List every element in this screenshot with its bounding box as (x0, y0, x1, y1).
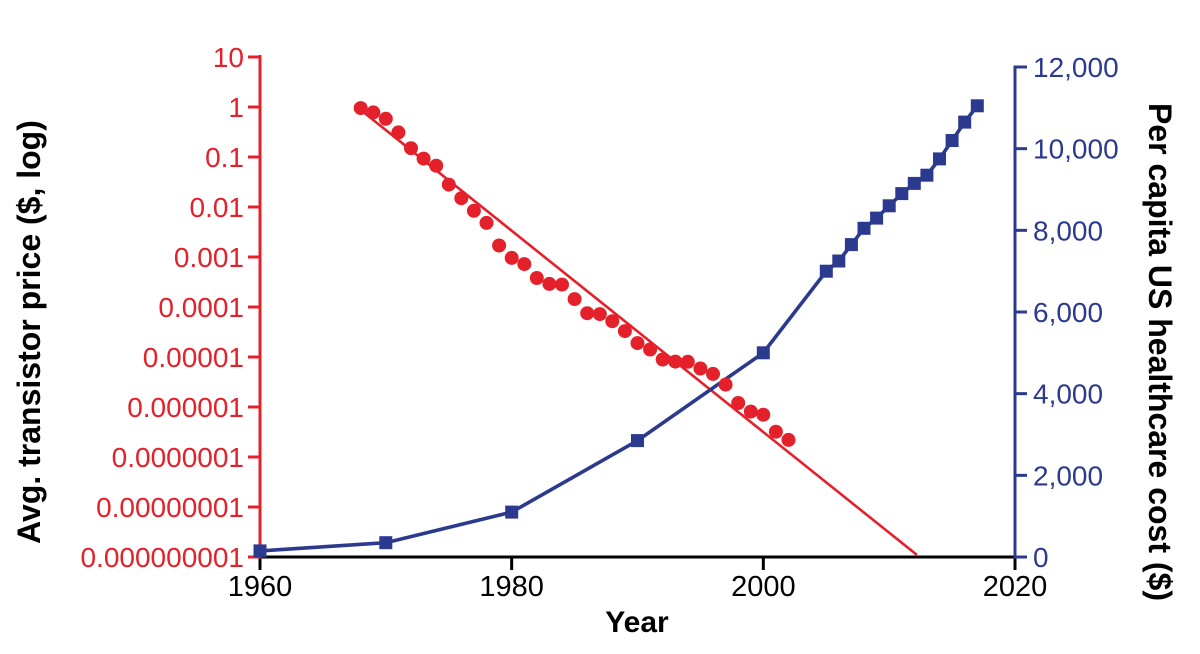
left-axis-tick-label: 10 (213, 42, 244, 73)
left-axis-tick-label: 0.0000001 (112, 442, 244, 473)
transistor-price-point (756, 407, 771, 422)
transistor-price-trend-line (353, 103, 918, 556)
left-axis-tick-label: 0.01 (190, 192, 245, 223)
healthcare-cost-point (895, 187, 909, 201)
transistor-price-point (492, 238, 507, 253)
transistor-price-point (680, 354, 695, 369)
healthcare-cost-point (870, 211, 884, 225)
transistor-price-point (630, 336, 645, 351)
right-axis-title: Per capita US healthcare cost ($) (1142, 103, 1178, 601)
transistor-price-point (743, 404, 758, 419)
transistor-price-point (391, 125, 406, 140)
x-axis-tick-label: 1980 (479, 571, 544, 603)
left-axis-tick-label: 0.00000001 (96, 492, 244, 523)
healthcare-cost-point (844, 238, 858, 252)
right-axis-tick-label: 4,000 (1033, 379, 1103, 410)
transistor-price-point (781, 432, 796, 447)
left-axis-tick-label: 0.000000001 (80, 542, 244, 573)
right-axis-tick-label: 0 (1033, 542, 1049, 573)
transistor-price-point (378, 111, 393, 126)
transistor-price-point (592, 307, 607, 322)
right-axis-tick-label: 10,000 (1033, 134, 1119, 165)
transistor-price-point (517, 257, 532, 272)
left-axis-tick-label: 0.1 (205, 142, 244, 173)
transistor-price-point (353, 101, 368, 116)
healthcare-cost-point (933, 152, 946, 166)
healthcare-cost-point (907, 176, 921, 190)
transistor-price-point (404, 141, 418, 156)
left-axis-tick-label: 1 (228, 92, 244, 123)
transistor-price-point (605, 314, 620, 329)
left-axis-tick-label: 0.00001 (143, 342, 244, 373)
left-axis-title: Avg. transistor price ($, log) (11, 120, 47, 544)
transistor-price-point (555, 277, 569, 292)
healthcare-cost-point (819, 264, 833, 278)
left-axis-tick-label: 0.000001 (127, 392, 244, 423)
transistor-price-point (441, 177, 456, 192)
transistor-price-point (617, 324, 632, 339)
healthcare-cost-point (970, 99, 984, 113)
healthcare-cost-point (832, 254, 846, 268)
right-axis-tick-label: 8,000 (1033, 215, 1103, 246)
transistor-price-point (429, 158, 444, 173)
healthcare-cost-point (882, 199, 896, 213)
transistor-price-point (542, 276, 557, 291)
healthcare-cost-point (505, 505, 519, 519)
healthcare-cost-point (379, 536, 393, 550)
right-axis-tick-label: 6,000 (1033, 297, 1103, 328)
healthcare-cost-point (945, 134, 959, 147)
transistor-price-point (768, 424, 783, 439)
transistor-price-point (466, 203, 481, 218)
healthcare-cost-point (958, 115, 972, 129)
transistor-price-point (655, 352, 670, 367)
transistor-price-point (416, 151, 431, 166)
transistor-price-point (366, 105, 381, 120)
x-axis-title: Year (605, 606, 669, 639)
left-axis-tick-label: 0.0001 (158, 292, 244, 323)
transistor-price-point (567, 292, 582, 307)
transistor-price-point (706, 366, 720, 381)
transistor-price-point (580, 306, 595, 321)
transistor-price-point (479, 215, 494, 230)
transistor-price-point (668, 354, 683, 369)
chart-plot-area: 1960 1980 2000 2020 10 1 0.1 0.01 0.001 0.0001 0.0… (80, 42, 1118, 603)
x-axis-tick-label: 1960 (228, 571, 293, 603)
transistor-price-point (504, 250, 519, 265)
transistor-price-point (529, 271, 544, 285)
healthcare-cost-point (920, 168, 934, 182)
healthcare-cost-point (253, 544, 267, 558)
healthcare-cost-point (631, 434, 644, 448)
healthcare-cost-point (857, 221, 871, 235)
left-axis-tick-label: 0.001 (174, 242, 244, 273)
right-axis-tick-label: 2,000 (1033, 460, 1103, 491)
transistor-price-point (731, 396, 746, 410)
right-axis-tick-label: 12,000 (1033, 52, 1119, 83)
transistor-price-point (643, 342, 658, 357)
x-axis-tick-label: 2020 (983, 571, 1048, 603)
transistor-price-point (693, 361, 708, 376)
transistor-price-point (718, 377, 733, 392)
healthcare-cost-point (756, 346, 770, 360)
transistor-price-point (454, 191, 469, 206)
x-axis-tick-label: 2000 (731, 571, 796, 603)
